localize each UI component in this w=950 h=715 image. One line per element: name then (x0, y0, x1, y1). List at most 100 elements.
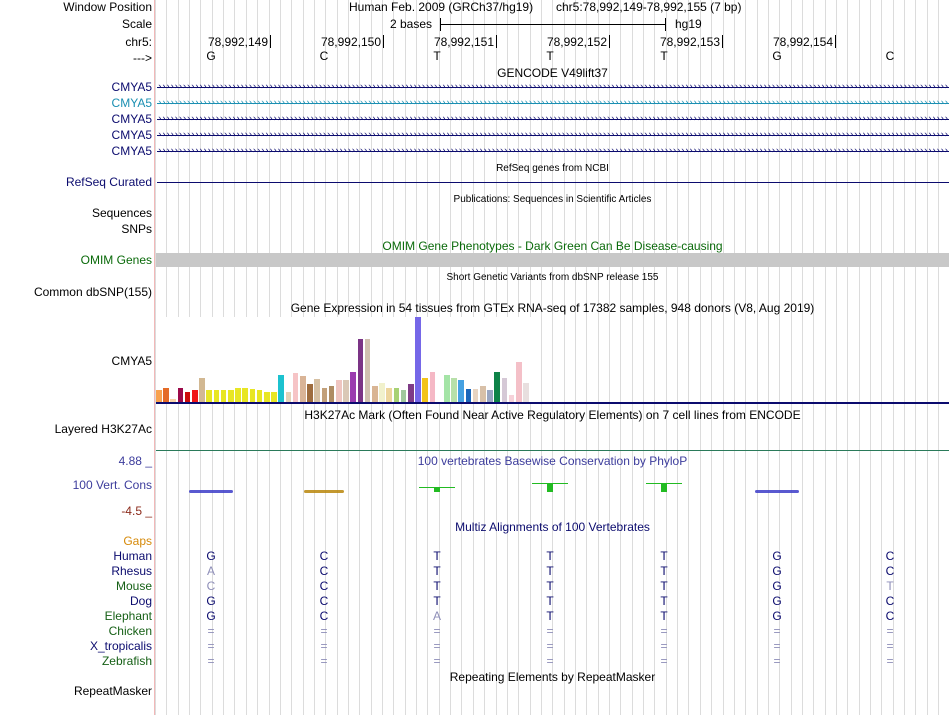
gtex-tissue-bar[interactable] (271, 392, 277, 402)
gtex-tissue-bar[interactable] (228, 390, 234, 402)
omim-track-label[interactable]: OMIM Genes (80, 253, 152, 267)
gencode-transcript-label[interactable]: CMYA5 (111, 112, 152, 126)
gtex-tissue-bar[interactable] (523, 383, 529, 402)
gencode-transcript-label[interactable]: CMYA5 (111, 128, 152, 142)
gtex-bar-chart[interactable] (156, 317, 532, 402)
species-label[interactable]: Elephant (104, 609, 152, 623)
ruler-position-label: 78,992,149 (207, 35, 268, 49)
cons-track-title: 100 vertebrates Basewise Conservation by… (417, 454, 688, 468)
cons-max-label: 4.88 _ (118, 454, 152, 468)
gtex-tissue-bar[interactable] (501, 378, 508, 402)
refseq-track-label[interactable]: RefSeq Curated (65, 175, 152, 189)
gtex-tissue-bar[interactable] (321, 388, 328, 402)
alignment-base: T (546, 594, 554, 608)
repeat-track-title: Repeating Elements by RepeatMasker (449, 670, 656, 684)
ruler-base: C (885, 49, 895, 63)
gencode-transcript-strand[interactable]: ››››››››››››››››››››››››››››››››››››››››… (157, 99, 949, 108)
grid-line (813, 0, 814, 715)
gencode-transcript-label[interactable]: CMYA5 (111, 144, 152, 158)
gtex-tissue-bar[interactable] (199, 378, 205, 402)
alignment-base: T (546, 579, 554, 593)
gtex-baseline (156, 402, 949, 404)
grid-line (620, 0, 621, 715)
gtex-tissue-bar[interactable] (220, 390, 227, 402)
gencode-transcript-strand[interactable]: ››››››››››››››››››››››››››››››››››››››››… (157, 115, 949, 124)
species-label[interactable]: X_tropicalis (89, 639, 152, 653)
position-readout[interactable]: chr5:78,992,149-78,992,155 (7 bp) (556, 0, 742, 14)
grid-line (711, 0, 712, 715)
gtex-tissue-bar[interactable] (422, 378, 428, 402)
gtex-tissue-bar[interactable] (300, 376, 306, 402)
gtex-tissue-bar[interactable] (156, 390, 162, 402)
gtex-tissue-bar[interactable] (177, 388, 184, 402)
species-label[interactable]: Dog (129, 594, 152, 608)
species-label[interactable]: Human (113, 549, 152, 563)
gtex-tissue-bar[interactable] (400, 390, 407, 402)
gencode-transcript-label[interactable]: CMYA5 (111, 96, 152, 110)
snps-track-label[interactable]: SNPs (121, 222, 152, 236)
grid-line (654, 0, 655, 715)
gtex-tissue-bar[interactable] (307, 384, 313, 402)
window-position-label: Window Position (63, 0, 152, 14)
gtex-tissue-bar[interactable] (235, 388, 241, 402)
gtex-tissue-bar[interactable] (415, 317, 421, 402)
dbsnp-track-label[interactable]: Common dbSNP(155) (33, 285, 152, 299)
gtex-tissue-bar[interactable] (292, 373, 299, 402)
ruler-base: G (206, 49, 216, 63)
gtex-tissue-bar[interactable] (516, 362, 522, 402)
gtex-tissue-bar[interactable] (487, 390, 493, 402)
gtex-tissue-bar[interactable] (336, 380, 342, 402)
gtex-tissue-bar[interactable] (429, 372, 436, 402)
gtex-tissue-bar[interactable] (249, 389, 256, 402)
gtex-tissue-bar[interactable] (328, 386, 335, 402)
alignment-base: T (660, 609, 668, 623)
gencode-transcript-strand[interactable]: ››››››››››››››››››››››››››››››››››››››››… (157, 83, 949, 92)
gencode-transcript-strand[interactable]: ››››››››››››››››››››››››››››››››››››››››… (157, 131, 949, 140)
gtex-tissue-bar[interactable] (494, 372, 500, 402)
species-label[interactable]: Mouse (115, 579, 152, 593)
gtex-tissue-bar[interactable] (364, 339, 371, 402)
species-label[interactable]: Rhesus (111, 564, 152, 578)
gaps-label[interactable]: Gaps (123, 534, 152, 548)
gtex-tissue-bar[interactable] (350, 372, 356, 402)
gtex-tissue-bar[interactable] (386, 388, 392, 402)
gtex-tissue-bar[interactable] (256, 390, 263, 402)
h3k27ac-track-label[interactable]: Layered H3K27Ac (54, 422, 152, 436)
gtex-tissue-bar[interactable] (163, 388, 169, 402)
gtex-tissue-bar[interactable] (314, 379, 320, 402)
gtex-tissue-bar[interactable] (357, 339, 364, 402)
species-label[interactable]: Zebrafish (101, 654, 152, 668)
gtex-tissue-bar[interactable] (480, 386, 486, 402)
gencode-track-title: GENCODE V49lift37 (497, 66, 608, 80)
gtex-tissue-bar[interactable] (379, 383, 385, 402)
gtex-tissue-bar[interactable] (508, 395, 515, 402)
gtex-tissue-bar[interactable] (170, 399, 176, 402)
refseq-gene-line[interactable] (157, 182, 949, 183)
gtex-tissue-bar[interactable] (458, 380, 464, 402)
gtex-tissue-bar[interactable] (343, 380, 349, 402)
gtex-tissue-bar[interactable] (472, 389, 479, 402)
omim-gene-bar[interactable] (156, 253, 949, 267)
alignment-base: G (772, 594, 782, 608)
repeatmasker-track-label[interactable]: RepeatMasker (73, 684, 152, 698)
gtex-tissue-bar[interactable] (264, 392, 270, 402)
gtex-tissue-bar[interactable] (408, 384, 414, 402)
species-label[interactable]: Chicken (108, 624, 152, 638)
gtex-tissue-bar[interactable] (393, 388, 400, 402)
gtex-tissue-bar[interactable] (465, 389, 472, 402)
gtex-tissue-bar[interactable] (206, 390, 212, 402)
gencode-transcript-strand[interactable]: ››››››››››››››››››››››››››››››››››››››››… (157, 147, 949, 156)
gtex-tissue-bar[interactable] (213, 390, 220, 402)
gencode-transcript-label[interactable]: CMYA5 (111, 80, 152, 94)
gtex-tissue-bar[interactable] (451, 378, 457, 402)
cons-track-label[interactable]: 100 Vert. Cons (72, 478, 152, 492)
gtex-tissue-bar[interactable] (278, 375, 284, 402)
gtex-tissue-bar[interactable] (285, 392, 292, 402)
gtex-tissue-bar[interactable] (184, 392, 191, 402)
gtex-tissue-bar[interactable] (192, 390, 198, 402)
gtex-tissue-bar[interactable] (242, 388, 248, 402)
gtex-track-label[interactable]: CMYA5 (111, 354, 152, 368)
gtex-tissue-bar[interactable] (372, 386, 378, 402)
gtex-tissue-bar[interactable] (444, 375, 450, 402)
sequences-track-label[interactable]: Sequences (91, 206, 152, 220)
